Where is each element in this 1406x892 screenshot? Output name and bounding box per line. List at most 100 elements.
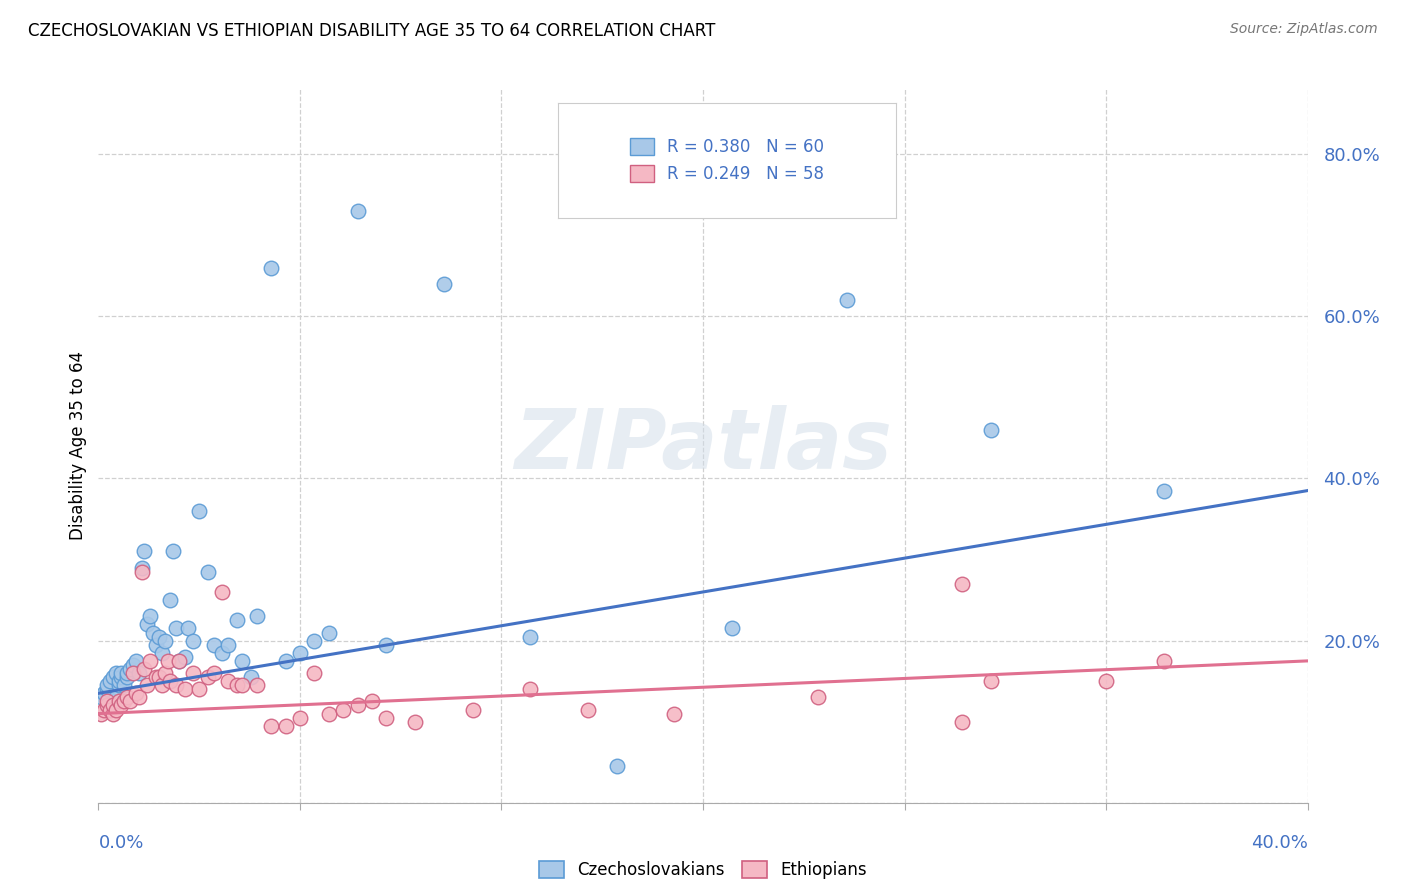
Point (115, 670, 138, 684)
Point (332, 702, 354, 716)
Point (128, 690, 150, 705)
Point (217, 638, 239, 652)
Point (165, 622, 187, 636)
Point (211, 646, 233, 660)
Point (96, 694, 118, 708)
Point (120, 662, 142, 676)
Point (202, 638, 225, 652)
Point (134, 544, 156, 558)
Point (375, 711, 398, 725)
Point (183, 633, 205, 648)
Point (98, 698, 121, 713)
Point (304, 633, 326, 648)
Point (1153, 483, 1175, 498)
Point (835, 293, 858, 307)
Point (156, 654, 179, 668)
Point (110, 698, 132, 713)
Point (115, 666, 138, 681)
Point (188, 504, 211, 518)
Point (153, 666, 176, 681)
Point (165, 678, 187, 692)
Point (104, 690, 127, 705)
Point (96, 698, 118, 713)
Point (433, 277, 456, 291)
Point (664, 706, 686, 721)
Point (231, 678, 253, 692)
Point (260, 260, 283, 275)
Point (93, 686, 115, 700)
Point (136, 678, 159, 692)
Point (112, 694, 135, 708)
Point (1153, 654, 1175, 668)
Point (159, 674, 181, 689)
Point (115, 690, 138, 705)
Point (104, 666, 127, 681)
Point (98, 674, 121, 689)
Point (98, 702, 121, 716)
Point (240, 670, 263, 684)
Point (288, 646, 311, 660)
Point (122, 657, 145, 672)
Point (162, 544, 184, 558)
Point (606, 759, 628, 773)
Point (101, 670, 124, 684)
Point (142, 625, 165, 640)
Point (110, 666, 132, 681)
Point (318, 706, 340, 721)
Y-axis label: Disability Age 35 to 64: Disability Age 35 to 64 (69, 351, 87, 541)
Point (125, 686, 148, 700)
Point (246, 609, 269, 624)
Point (211, 585, 233, 599)
Text: 0.0%: 0.0% (98, 834, 143, 852)
Point (139, 609, 162, 624)
Point (167, 654, 190, 668)
Point (112, 678, 135, 692)
Point (107, 674, 129, 689)
Point (107, 678, 129, 692)
Point (225, 613, 247, 627)
Point (150, 646, 173, 660)
Point (122, 666, 145, 681)
Point (197, 670, 219, 684)
Point (217, 674, 239, 689)
Point (375, 638, 398, 652)
Point (304, 666, 326, 681)
Point (519, 630, 541, 644)
Point (183, 666, 205, 681)
Point (274, 719, 297, 733)
Point (246, 678, 269, 692)
Point (231, 654, 253, 668)
Point (288, 711, 311, 725)
Point (90, 706, 112, 721)
Point (197, 565, 219, 579)
Point (96, 678, 118, 692)
Point (404, 714, 426, 729)
Point (202, 666, 225, 681)
Point (148, 630, 170, 644)
Point (720, 622, 742, 636)
Point (461, 702, 484, 716)
Point (519, 682, 541, 697)
Point (120, 694, 142, 708)
Point (167, 654, 190, 668)
Point (93, 702, 115, 716)
Point (346, 698, 368, 713)
Point (148, 670, 170, 684)
Point (807, 690, 830, 705)
Point (260, 719, 283, 733)
Point (274, 654, 297, 668)
Point (173, 682, 195, 697)
Point (1095, 674, 1118, 689)
Point (134, 662, 156, 676)
Point (576, 702, 599, 716)
Point (110, 670, 132, 684)
Point (101, 706, 124, 721)
Point (346, 203, 368, 218)
Point (139, 654, 162, 668)
Point (145, 638, 167, 652)
Point (318, 625, 340, 640)
Point (980, 674, 1002, 689)
Point (159, 593, 181, 607)
Point (173, 649, 195, 664)
Point (125, 654, 148, 668)
